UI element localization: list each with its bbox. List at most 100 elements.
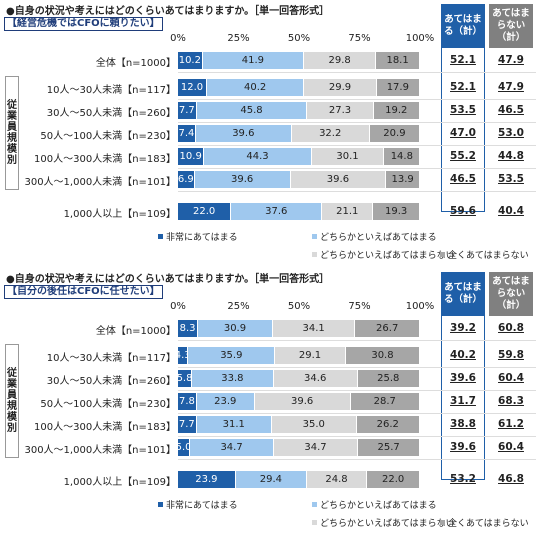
agree-total-value: 46.5 xyxy=(450,173,476,185)
x-tick-label: 100% xyxy=(405,301,435,312)
bar-segment: 25.7 xyxy=(358,439,421,456)
row-label: 1,000人以上【n=109】 xyxy=(63,209,176,220)
disagree-total-value: 59.8 xyxy=(498,349,524,361)
agree-total-value: 40.2 xyxy=(450,349,476,361)
agree-total-value: 53.2 xyxy=(450,473,476,485)
bar-segment: 39.6 xyxy=(194,171,291,188)
bar-segment: 31.1 xyxy=(196,416,272,433)
agree-total-column xyxy=(441,48,485,212)
row-label: 30人～50人未満【n=260】 xyxy=(46,108,176,119)
row-label: 10人～30人未満【n=117】 xyxy=(46,353,176,364)
bar-segment: 7.4 xyxy=(178,125,196,142)
disagree-total-value: 53.0 xyxy=(498,127,524,139)
bar-segment: 5.0 xyxy=(176,439,192,456)
agree-total-value: 47.0 xyxy=(450,127,476,139)
disagree-total-value: 60.4 xyxy=(498,441,524,453)
bar-segment: 34.1 xyxy=(272,320,356,337)
x-tick-label: 0% xyxy=(170,301,186,312)
question-title: ●自身の状況や考えにはどのくらいあてはまりますか。［単一回答形式］ xyxy=(6,6,330,17)
disagree-total-header: あてはまらない（計） xyxy=(489,4,533,48)
row-label: 100人～300人未満【n=183】 xyxy=(34,154,176,165)
bar-segment: 4.3 xyxy=(175,347,191,364)
agree-total-value: 52.1 xyxy=(450,54,476,66)
legend-swatch xyxy=(158,234,163,239)
question-title: ●自身の状況や考えにはどのくらいあてはまりますか。［単一回答形式］ xyxy=(6,274,330,285)
legend-item: どちらかといえばあてはまらない xyxy=(312,516,455,529)
row-label: 全体【n=1000】 xyxy=(95,58,176,69)
legend-label: 全くあてはまらない xyxy=(448,519,529,529)
legend-label: どちらかといえばあてはまる xyxy=(320,501,437,511)
bar-segment: 34.7 xyxy=(274,439,359,456)
legend-swatch xyxy=(312,520,317,525)
x-tick-label: 0% xyxy=(170,33,186,44)
row-label: 50人～100人未満【n=230】 xyxy=(40,131,176,142)
bar-segment: 37.6 xyxy=(231,203,323,220)
legend-swatch xyxy=(312,502,317,507)
legend-item: 全くあてはまらない xyxy=(440,516,529,529)
row-separator xyxy=(178,390,536,391)
legend-label: 非常にあてはまる xyxy=(166,501,238,511)
legend-swatch xyxy=(440,252,445,257)
row-separator xyxy=(178,459,536,460)
legend-item: どちらかといえばあてはまる xyxy=(312,230,437,243)
bar-segment: 39.6 xyxy=(254,393,351,410)
group-sidebar-label: 従業員規模別 xyxy=(5,344,19,458)
agree-total-value: 55.2 xyxy=(450,150,476,162)
chart-panel-2: ●自身の状況や考えにはどのくらいあてはまりますか。［単一回答形式］ 【自分の後任は… xyxy=(0,268,536,536)
bar-segment: 35.9 xyxy=(188,347,276,364)
disagree-total-value: 40.4 xyxy=(498,205,524,217)
bar-segment: 29.4 xyxy=(235,471,307,488)
row-separator xyxy=(178,72,536,73)
legend-label: どちらかといえばあてはまらない xyxy=(320,519,455,529)
x-tick-label: 25% xyxy=(227,33,250,44)
x-axis-ticks: 0% 25% 50% 75% 100% xyxy=(0,301,536,315)
disagree-total-value: 47.9 xyxy=(498,81,524,93)
x-tick-label: 50% xyxy=(287,33,311,44)
legend-label: どちらかといえばあてはまらない xyxy=(320,251,455,261)
bar-segment: 29.9 xyxy=(304,79,377,96)
x-tick-label: 25% xyxy=(227,301,250,312)
disagree-total-value: 44.8 xyxy=(498,150,524,162)
bar-segment: 32.2 xyxy=(291,125,370,142)
bar-segment: 14.8 xyxy=(384,148,421,165)
bar-segment: 30.1 xyxy=(311,148,385,165)
bar-segment: 39.6 xyxy=(290,171,387,188)
row-label: 100人～300人未満【n=183】 xyxy=(34,422,176,433)
legend-swatch xyxy=(312,234,317,239)
bar-segment: 12.0 xyxy=(178,79,208,96)
row-separator xyxy=(178,99,536,100)
bar-segment: 27.3 xyxy=(307,102,374,119)
row-separator xyxy=(178,191,536,192)
row-label: 300人～1,000人未満【n=101】 xyxy=(24,445,176,456)
bar-segment: 22.0 xyxy=(178,203,232,220)
agree-total-value: 39.2 xyxy=(450,322,476,334)
group-sidebar-label: 従業員規模別 xyxy=(5,76,19,190)
bar-segment: 30.9 xyxy=(198,320,273,337)
bar-segment: 19.3 xyxy=(373,203,420,220)
row-label: 30人～50人未満【n=260】 xyxy=(46,376,176,387)
agree-total-value: 53.5 xyxy=(450,104,476,116)
bar-segment: 18.1 xyxy=(376,52,420,69)
row-separator xyxy=(178,145,536,146)
bar-segment: 20.9 xyxy=(369,125,421,142)
chart-subtitle: 【経営危機ではCFOに頼りたい】 xyxy=(4,17,163,31)
bar-segment: 8.3 xyxy=(178,320,199,337)
bar-segment: 10.9 xyxy=(178,148,205,165)
legend-item: 非常にあてはまる xyxy=(158,230,238,243)
bar-segment: 6.9 xyxy=(178,171,195,188)
legend-swatch xyxy=(440,520,445,525)
bar-segment: 44.3 xyxy=(204,148,312,165)
legend-item: 非常にあてはまる xyxy=(158,498,238,511)
legend-label: 非常にあてはまる xyxy=(166,233,238,243)
row-separator xyxy=(178,168,536,169)
chart-subtitle: 【自分の後任はCFOに任せたい】 xyxy=(4,285,163,299)
bar-segment: 22.0 xyxy=(367,471,421,488)
row-label: 50人～100人未満【n=230】 xyxy=(40,399,176,410)
legend-label: どちらかといえばあてはまる xyxy=(320,233,437,243)
bar-segment: 40.2 xyxy=(207,79,305,96)
disagree-total-value: 46.5 xyxy=(498,104,524,116)
bar-segment: 7.7 xyxy=(178,102,197,119)
row-label: 10人～30人未満【n=117】 xyxy=(46,85,176,96)
bar-segment: 34.7 xyxy=(190,439,275,456)
x-tick-label: 100% xyxy=(405,33,435,44)
